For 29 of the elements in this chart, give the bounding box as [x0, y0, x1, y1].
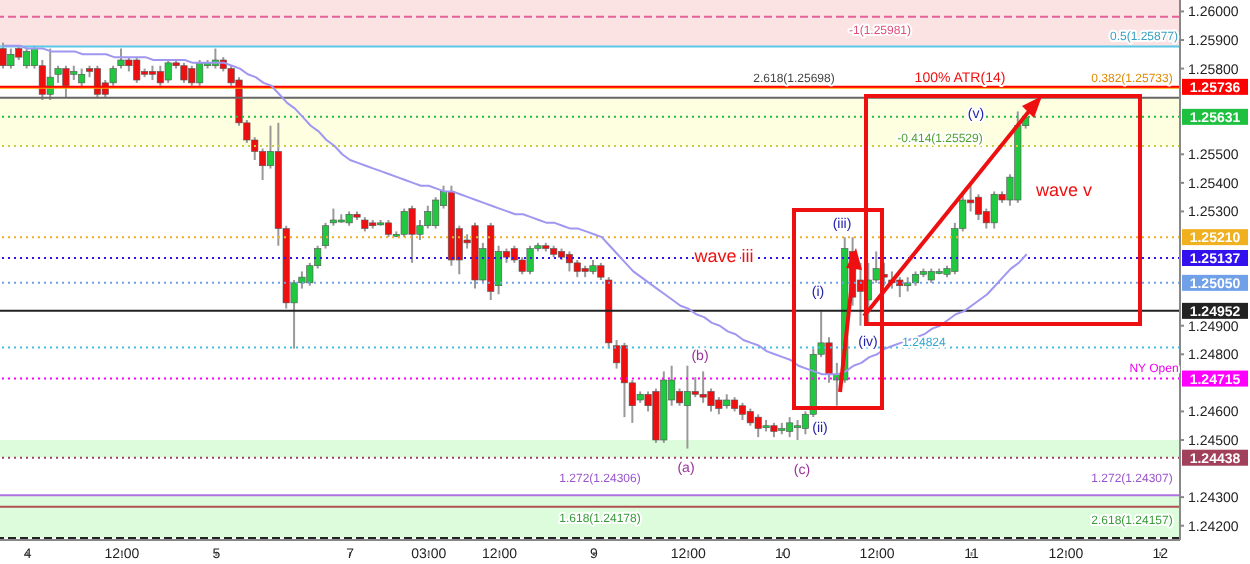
candlestick	[754, 413, 762, 439]
candlestick	[990, 190, 998, 230]
candlestick	[164, 59, 172, 84]
candlestick	[7, 47, 15, 70]
candlestick	[62, 64, 70, 99]
candlestick	[46, 47, 54, 101]
candlestick	[0, 41, 7, 70]
candlestick	[133, 56, 141, 84]
annotation: wave iii	[692, 246, 754, 266]
annotation: wave v	[1033, 180, 1094, 200]
candlestick	[699, 370, 707, 404]
candlestick	[565, 250, 573, 273]
candlestick	[794, 419, 802, 441]
candlestick	[196, 59, 204, 87]
candlestick	[23, 47, 31, 70]
candlestick	[156, 64, 164, 87]
candlestick	[683, 364, 691, 450]
candlestick	[400, 207, 408, 239]
candlestick	[93, 64, 101, 99]
candlestick	[78, 67, 86, 90]
candlestick	[620, 341, 628, 419]
candlestick	[180, 61, 188, 84]
candlestick	[526, 244, 534, 276]
candlestick	[974, 193, 982, 221]
candlestick	[408, 204, 416, 264]
candlestick	[188, 64, 196, 87]
candlestick	[896, 276, 904, 299]
candlestick	[691, 376, 699, 399]
candlestick	[786, 416, 794, 439]
